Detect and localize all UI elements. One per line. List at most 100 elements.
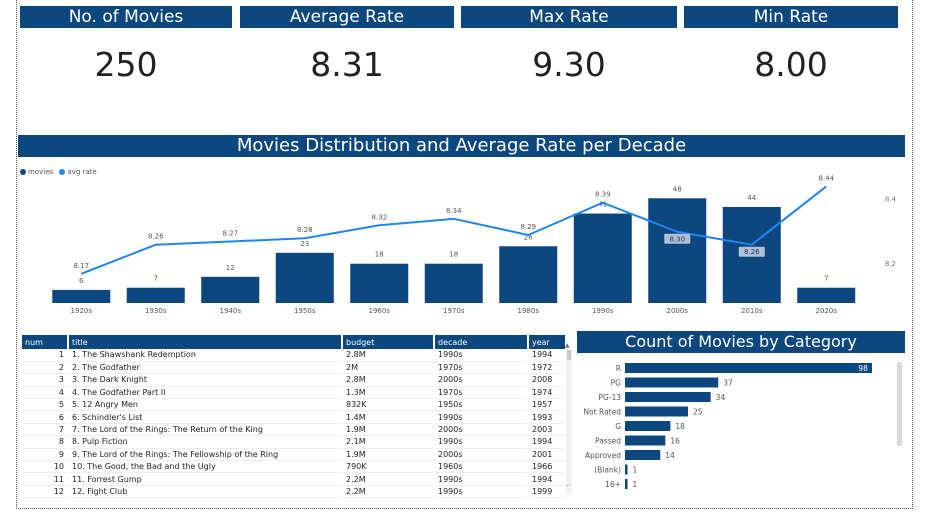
decade-bar[interactable] <box>350 263 409 303</box>
table-scrollbar[interactable] <box>566 350 572 494</box>
category-bar[interactable] <box>625 421 671 431</box>
decade-bar[interactable] <box>275 252 334 303</box>
report-frame-right-border <box>912 0 913 509</box>
table-cell-year: 2003 <box>528 423 567 437</box>
table-cell-year: 2008 <box>528 373 567 387</box>
table-row[interactable]: 10 10. The Good, the Bad and the Ugly 790K… <box>22 460 567 474</box>
table-row[interactable]: 11 11. Forrest Gump 2.2M 1990s 1994 <box>22 472 567 486</box>
table-cell-num: 2 <box>22 361 69 375</box>
kpi-average-rate-label: Average Rate <box>240 6 454 28</box>
table-row[interactable]: 12 12. Fight Club 2.2M 1990s 1999 <box>22 485 567 499</box>
category-chart-scrollbar[interactable] <box>897 362 902 446</box>
table-cell-decade: 2000s <box>434 448 529 462</box>
table-row[interactable]: 1 1. The Shawshank Redemption 2.8M 1990s 199… <box>22 349 567 362</box>
avg-rate-line[interactable] <box>80 185 827 275</box>
category-bar[interactable] <box>625 479 628 489</box>
avg-rate-value-label: 8.27 <box>222 229 238 237</box>
table-cell-num: 3 <box>22 373 69 387</box>
decade-bar[interactable] <box>499 246 558 303</box>
category-bar[interactable] <box>625 363 872 373</box>
table-header-decade[interactable]: decade <box>434 335 529 349</box>
category-bar[interactable] <box>625 464 628 475</box>
legend-movies-label: movies <box>28 168 54 176</box>
table-cell-year: 1994 <box>528 349 567 362</box>
table-row[interactable]: 6 6. Schindler's List 1.4M 1990s 1993 <box>22 410 567 424</box>
table-header-num[interactable]: num <box>22 335 69 349</box>
table-cell-num: 4 <box>22 386 69 400</box>
table-row[interactable]: 5 5. 12 Angry Men 832K 1950s 1957 <box>22 398 567 412</box>
category-label: PG-13 <box>598 393 621 402</box>
decade-bar-value-label: 48 <box>673 185 682 193</box>
avg-rate-value-label: 8.44 <box>818 174 834 182</box>
table-row[interactable]: 3 3. The Dark Knight 2.8M 2000s 2008 <box>22 373 567 387</box>
avg-rate-value-label: 8.26 <box>148 233 164 241</box>
category-label: (Blank) <box>594 466 621 475</box>
table-header-budget[interactable]: budget <box>342 335 435 349</box>
table-cell-year: 1957 <box>528 398 567 412</box>
scroll-down-arrow-icon[interactable]: ⌄ <box>565 481 571 488</box>
table-cell-decade: 1990s <box>434 435 529 449</box>
avg-rate-value-label: 8.28 <box>297 226 313 234</box>
table-cell-title: 6. Schindler's List <box>68 410 343 424</box>
scroll-up-arrow-icon[interactable]: ▲ <box>565 342 570 349</box>
category-bar[interactable] <box>625 450 661 460</box>
category-bar[interactable] <box>625 435 666 446</box>
decade-bar-value-label: 41 <box>598 201 607 209</box>
table-cell-title: 4. The Godfather Part II <box>68 386 343 400</box>
table-cell-year: 1993 <box>528 410 567 424</box>
kpi-movies-value: 250 <box>94 45 158 84</box>
table-cell-num: 1 <box>22 349 69 362</box>
legend-avg-rate-marker-icon <box>59 169 66 175</box>
decade-bar[interactable] <box>52 289 111 303</box>
table-header-year[interactable]: year <box>528 335 567 349</box>
report-frame-bottom-border <box>16 508 913 509</box>
decade-bar[interactable] <box>201 276 260 303</box>
category-bar[interactable] <box>625 406 688 417</box>
category-bar[interactable] <box>625 377 719 388</box>
table-cell-budget: 2.2M <box>342 485 435 499</box>
decade-bar[interactable] <box>648 198 707 303</box>
category-label: PG <box>611 379 622 388</box>
category-value-label: 25 <box>693 408 703 417</box>
avg-rate-label-box <box>664 233 691 244</box>
category-label: Approved <box>585 451 621 460</box>
table-row[interactable]: 4 4. The Godfather Part II 1.3M 1970s 1974 <box>22 386 567 400</box>
kpi-average-rate-value: 8.31 <box>310 45 384 84</box>
table-cell-title: 10. The Good, the Bad and the Ugly <box>68 460 343 474</box>
table-cell-budget: 1.9M <box>342 448 435 462</box>
decade-bar[interactable] <box>424 263 483 303</box>
avg-rate-label-box <box>738 246 765 257</box>
avg-rate-value-label: 8.26 <box>744 248 760 256</box>
table-cell-num: 5 <box>22 398 69 412</box>
kpi-min-rate-label: Min Rate <box>684 6 898 28</box>
table-row[interactable]: 9 9. The Lord of the Rings: The Fellowshi… <box>22 448 567 462</box>
table-cell-year: 1972 <box>528 361 567 375</box>
table-cell-year: 1994 <box>528 472 567 486</box>
category-value-label: 34 <box>716 393 726 402</box>
table-cell-budget: 832K <box>342 398 435 412</box>
decade-tick-label: 1990s <box>592 307 614 315</box>
table-scrollbar-thumb[interactable] <box>567 350 571 360</box>
category-bar[interactable] <box>625 392 711 402</box>
table-cell-budget: 1.3M <box>342 386 435 400</box>
table-cell-year: 1974 <box>528 386 567 400</box>
category-label: G <box>615 422 621 431</box>
table-header-title[interactable]: title <box>68 335 343 349</box>
decade-bar[interactable] <box>573 213 632 303</box>
table-cell-decade: 1990s <box>434 472 529 486</box>
movies-table[interactable]: num title budget decade year 1 1. The Shawsha… <box>22 335 574 503</box>
decade-bar[interactable] <box>797 287 856 303</box>
table-row[interactable]: 7 7. The Lord of the Rings: The Return of… <box>22 423 567 437</box>
table-row[interactable]: 8 8. Pulp Fiction 2.1M 1990s 1994 <box>22 435 567 449</box>
category-value-label: 18 <box>675 422 685 431</box>
report-frame-left-border <box>16 0 17 509</box>
category-value-label: 37 <box>723 379 733 388</box>
decade-bar-value-label: 6 <box>79 277 84 285</box>
table-row[interactable]: 2 2. The Godfather 2M 1970s 1972 <box>22 361 567 375</box>
decade-bar-value-label: 44 <box>747 194 756 202</box>
table-cell-title: 2. The Godfather <box>68 361 343 375</box>
table-cell-num: 11 <box>22 472 69 486</box>
table-cell-budget: 790K <box>342 460 435 474</box>
decade-bar[interactable] <box>126 287 185 303</box>
category-label: Not Rated <box>584 408 622 417</box>
